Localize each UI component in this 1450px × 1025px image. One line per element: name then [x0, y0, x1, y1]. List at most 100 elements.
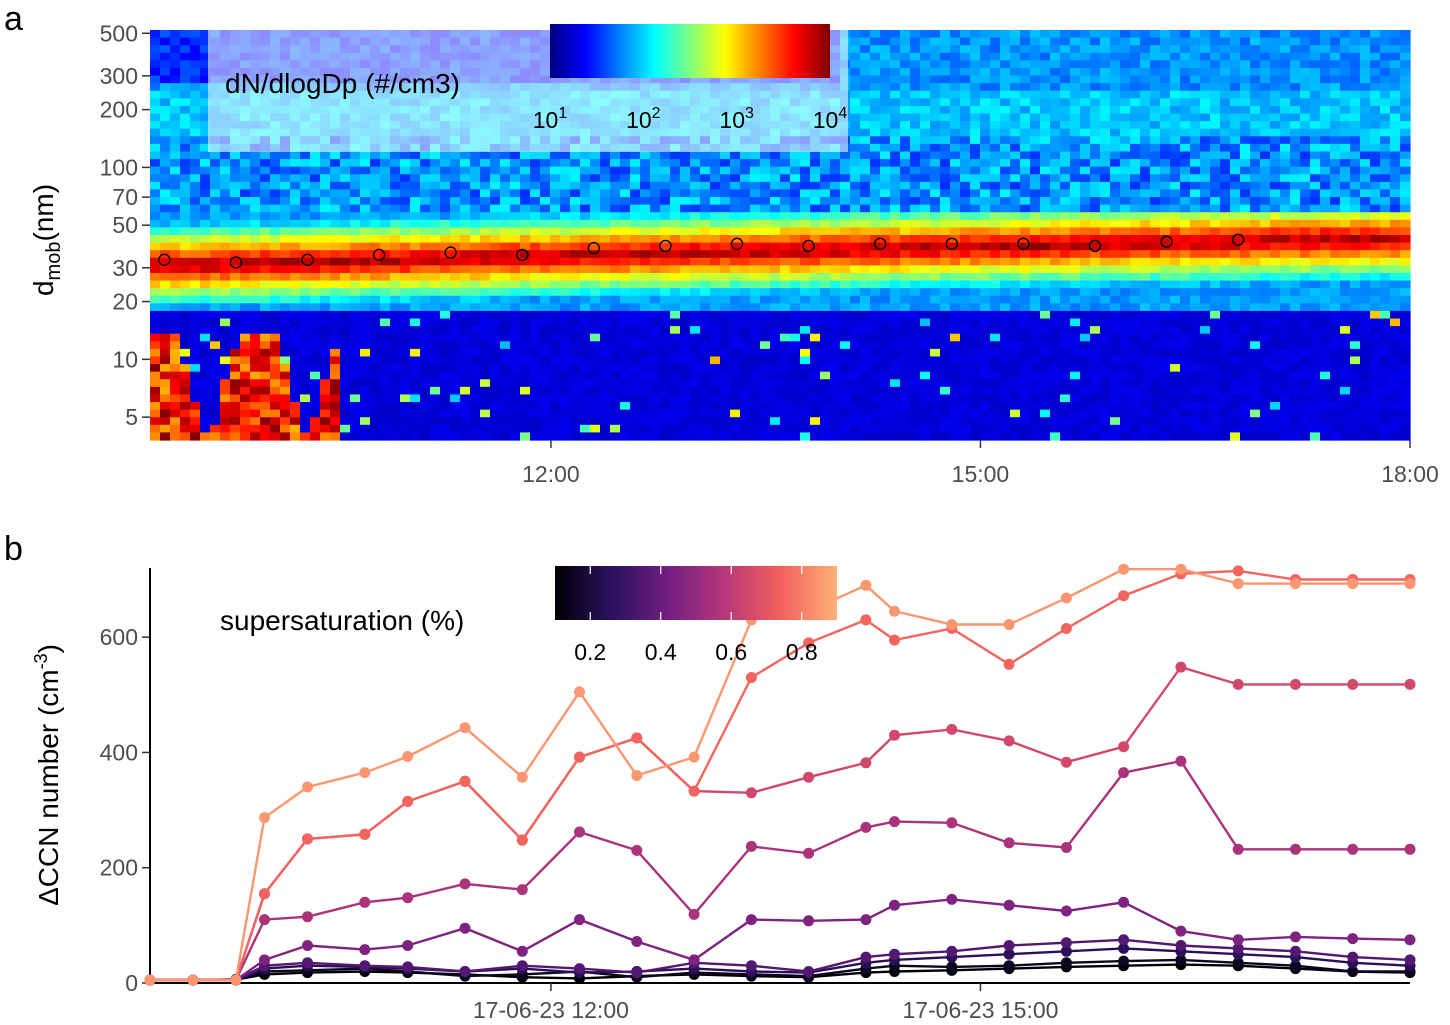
heatmap-cell [680, 379, 691, 388]
heatmap-cell [950, 394, 961, 403]
heatmap-cell [250, 333, 261, 342]
heatmap-cell [990, 242, 1001, 251]
heatmap-cell [890, 159, 901, 168]
heatmap-cell [410, 295, 421, 304]
heatmap-cell [1000, 310, 1011, 320]
heatmap-cell [930, 432, 941, 441]
heatmap-cell [170, 98, 181, 107]
heatmap-cell [240, 219, 251, 228]
heatmap-cell [970, 348, 981, 358]
heatmap-cell [160, 424, 171, 433]
heatmap-cell [970, 121, 981, 130]
heatmap-cell [340, 280, 351, 289]
heatmap-cell [220, 181, 231, 191]
heatmap-cell [1040, 136, 1051, 145]
heatmap-cell [420, 424, 431, 433]
heatmap-cell [290, 174, 301, 183]
heatmap-cell [840, 432, 851, 441]
heatmap-cell [300, 219, 311, 228]
heatmap-cell [760, 371, 771, 380]
heatmap-cell [860, 386, 871, 396]
heatmap-cell [680, 219, 691, 228]
heatmap-cell [620, 227, 631, 236]
heatmap-cell [560, 333, 571, 342]
heatmap-cell [1050, 379, 1061, 388]
heatmap-cell [980, 166, 991, 175]
heatmap-cell [800, 371, 811, 380]
heatmap-cell [220, 151, 231, 160]
heatmap-cell [350, 303, 361, 312]
heatmap-cell [950, 121, 961, 130]
heatmap-cell [410, 402, 421, 411]
heatmap-cell [840, 265, 851, 274]
heatmap-cell [190, 143, 201, 153]
heatmap-cell [980, 310, 991, 320]
heatmap-cell [780, 265, 791, 274]
heatmap-cell [210, 197, 221, 206]
heatmap-cell [750, 424, 761, 433]
heatmap-cell [270, 235, 281, 244]
heatmap-cell [380, 250, 391, 259]
heatmap-cell [380, 181, 391, 191]
heatmap-cell [880, 333, 891, 342]
heatmap-cell [710, 303, 721, 312]
heatmap-cell [560, 379, 571, 388]
heatmap-cell [740, 402, 751, 411]
heatmap-cell [570, 394, 581, 403]
heatmap-cell [1000, 105, 1011, 115]
heatmap-cell [990, 310, 1001, 320]
heatmap-cell [930, 204, 941, 213]
heatmap-cell [690, 159, 701, 168]
heatmap-cell [490, 280, 501, 289]
heatmap-cell [960, 318, 971, 327]
heatmap-cell [740, 166, 751, 175]
heatmap-cell [370, 310, 381, 320]
heatmap-cell [650, 181, 661, 191]
heatmap-cell [280, 166, 291, 175]
heatmap-cell [860, 348, 871, 358]
heatmap-cell [850, 272, 861, 282]
heatmap-cell [930, 424, 941, 433]
heatmap-cell [890, 341, 901, 350]
heatmap-cell [540, 212, 551, 221]
heatmap-cell [660, 379, 671, 388]
heatmap-cell [880, 105, 891, 115]
heatmap-cell [1020, 30, 1031, 39]
heatmap-cell [320, 364, 331, 373]
heatmap-cell [330, 364, 341, 373]
heatmap-cell [280, 159, 291, 168]
heatmap-cell [870, 128, 881, 137]
heatmap-cell [610, 197, 621, 206]
heatmap-cell [450, 257, 461, 266]
heatmap-cell [430, 212, 441, 221]
heatmap-cell [250, 379, 261, 388]
heatmap-cell [550, 402, 561, 411]
heatmap-cell [300, 257, 311, 266]
heatmap-cell [1010, 242, 1021, 251]
heatmap-cell [440, 402, 451, 411]
heatmap-cell [420, 310, 431, 320]
heatmap-cell [210, 166, 221, 175]
heatmap-cell [610, 310, 621, 320]
heatmap-cell [510, 212, 521, 221]
heatmap-cell [390, 303, 401, 312]
heatmap-cell [970, 219, 981, 228]
heatmap-cell [160, 242, 171, 251]
heatmap-cell [290, 341, 301, 350]
heatmap-cell [530, 257, 541, 266]
heatmap-cell [690, 341, 701, 350]
heatmap-cell [740, 432, 751, 441]
heatmap-cell [890, 189, 901, 198]
heatmap-cell [1000, 37, 1011, 46]
heatmap-cell [620, 326, 631, 335]
heatmap-cell [400, 288, 411, 297]
heatmap-cell [160, 235, 171, 244]
heatmap-cell [540, 379, 551, 388]
heatmap-cell [940, 242, 951, 251]
heatmap-cell [910, 432, 921, 441]
heatmap-cell [790, 242, 801, 251]
heatmap-cell [940, 333, 951, 342]
heatmap-cell [770, 310, 781, 320]
heatmap-cell [360, 204, 371, 213]
heatmap-cell [580, 326, 591, 335]
